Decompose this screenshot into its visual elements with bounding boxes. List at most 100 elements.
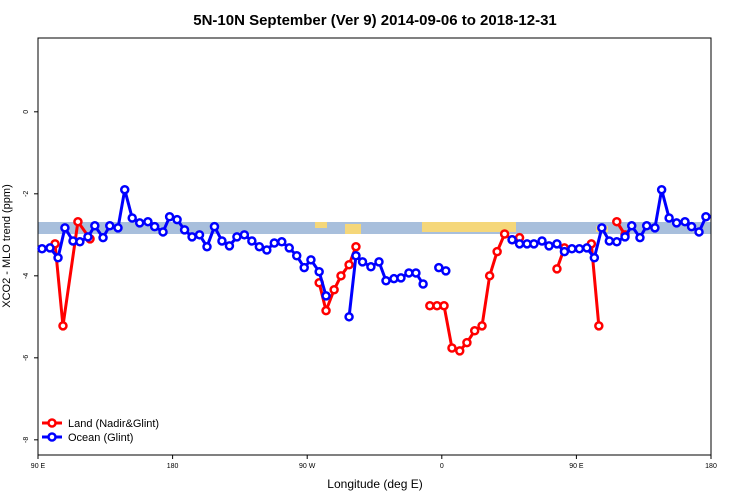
data-point: [45, 243, 55, 253]
y-tick-label: -6: [23, 355, 30, 361]
data-point: [680, 216, 690, 227]
data-point: [594, 321, 604, 331]
ocean-strip: [38, 222, 711, 234]
data-point: [462, 337, 472, 348]
data-point: [306, 255, 316, 265]
data-point: [650, 223, 660, 233]
data-point: [194, 230, 205, 240]
data-point: [418, 279, 428, 289]
data-point: [75, 237, 85, 247]
data-point: [105, 221, 115, 231]
chart-title: 5N-10N September (Ver 9) 2014-09-06 to 2…: [193, 12, 557, 29]
data-point: [411, 268, 421, 278]
data-point: [454, 346, 465, 356]
data-point: [209, 221, 220, 232]
y-tick-label: -4: [23, 273, 30, 279]
data-point: [574, 244, 585, 254]
data-point: [172, 214, 182, 225]
data-point: [269, 238, 280, 248]
data-point: [344, 312, 354, 322]
data-point: [381, 275, 391, 286]
plot-frame: [37, 37, 712, 456]
data-point: [357, 257, 368, 267]
data-point: [686, 221, 697, 232]
data-point: [299, 262, 309, 273]
data-point: [284, 243, 295, 253]
data-point: [119, 184, 130, 195]
data-point: [73, 216, 83, 227]
x-tick-label: 0: [440, 463, 444, 470]
data-point: [344, 259, 354, 270]
data-point: [247, 236, 257, 246]
series-line: [41, 189, 708, 317]
data-point: [239, 230, 250, 240]
data-point: [694, 227, 704, 237]
data-point: [277, 237, 287, 247]
data-point: [98, 232, 108, 243]
data-point: [499, 229, 510, 239]
data-point: [217, 236, 227, 246]
data-point: [58, 321, 68, 331]
x-tick-label: 90 E: [31, 463, 46, 470]
data-point: [641, 221, 652, 231]
data-point: [366, 262, 376, 272]
data-point: [321, 305, 331, 316]
data-point: [552, 264, 562, 274]
data-point: [484, 271, 495, 281]
data-point: [134, 218, 145, 228]
data-point: [507, 234, 517, 245]
data-point: [582, 243, 592, 253]
legend-label: Land (Nadir&Glint): [68, 418, 159, 430]
data-point: [83, 232, 93, 242]
legend-marker: [47, 432, 57, 442]
data-point: [164, 212, 175, 222]
x-tick-label: 90 W: [299, 463, 316, 470]
data-point: [514, 239, 525, 249]
data-point: [604, 236, 615, 246]
data-point: [202, 241, 212, 252]
data-point: [439, 300, 449, 311]
data-point: [187, 232, 197, 242]
data-point: [143, 216, 153, 227]
data-point: [626, 221, 637, 231]
data-point: [537, 236, 547, 246]
data-point: [559, 246, 570, 257]
data-point: [329, 285, 339, 295]
data-point: [262, 245, 272, 255]
data-point: [529, 239, 539, 249]
data-point: [477, 321, 487, 331]
y-axis-label: XCO2 - MLO trend (ppm): [1, 184, 13, 307]
y-tick-label: -2: [23, 191, 30, 197]
data-point: [149, 221, 160, 232]
legend-marker: [47, 418, 57, 428]
data-point: [60, 223, 70, 233]
data-point: [612, 216, 622, 227]
data-point: [113, 223, 123, 233]
data-point: [597, 223, 607, 233]
data-point: [374, 257, 384, 267]
x-axis-label: Longitude (deg E): [327, 477, 422, 491]
data-point: [179, 225, 190, 235]
data-point: [351, 241, 361, 252]
data-point: [336, 271, 346, 281]
land-patch: [345, 224, 361, 234]
legend-label: Ocean (Glint): [68, 432, 133, 444]
data-point: [469, 326, 480, 336]
data-point: [635, 232, 645, 243]
data-point: [434, 262, 444, 273]
data-point: [314, 266, 324, 277]
data-point: [612, 237, 622, 247]
data-point: [656, 184, 667, 195]
data-point: [589, 253, 600, 263]
data-point: [701, 212, 711, 222]
data-point: [396, 273, 406, 283]
data-point: [127, 213, 137, 223]
data-point: [351, 250, 361, 261]
data-point: [552, 239, 562, 249]
data-point: [567, 244, 577, 254]
land-patch: [315, 222, 327, 228]
data-point: [447, 343, 457, 353]
data-point: [441, 266, 451, 276]
data-point: [90, 221, 100, 231]
